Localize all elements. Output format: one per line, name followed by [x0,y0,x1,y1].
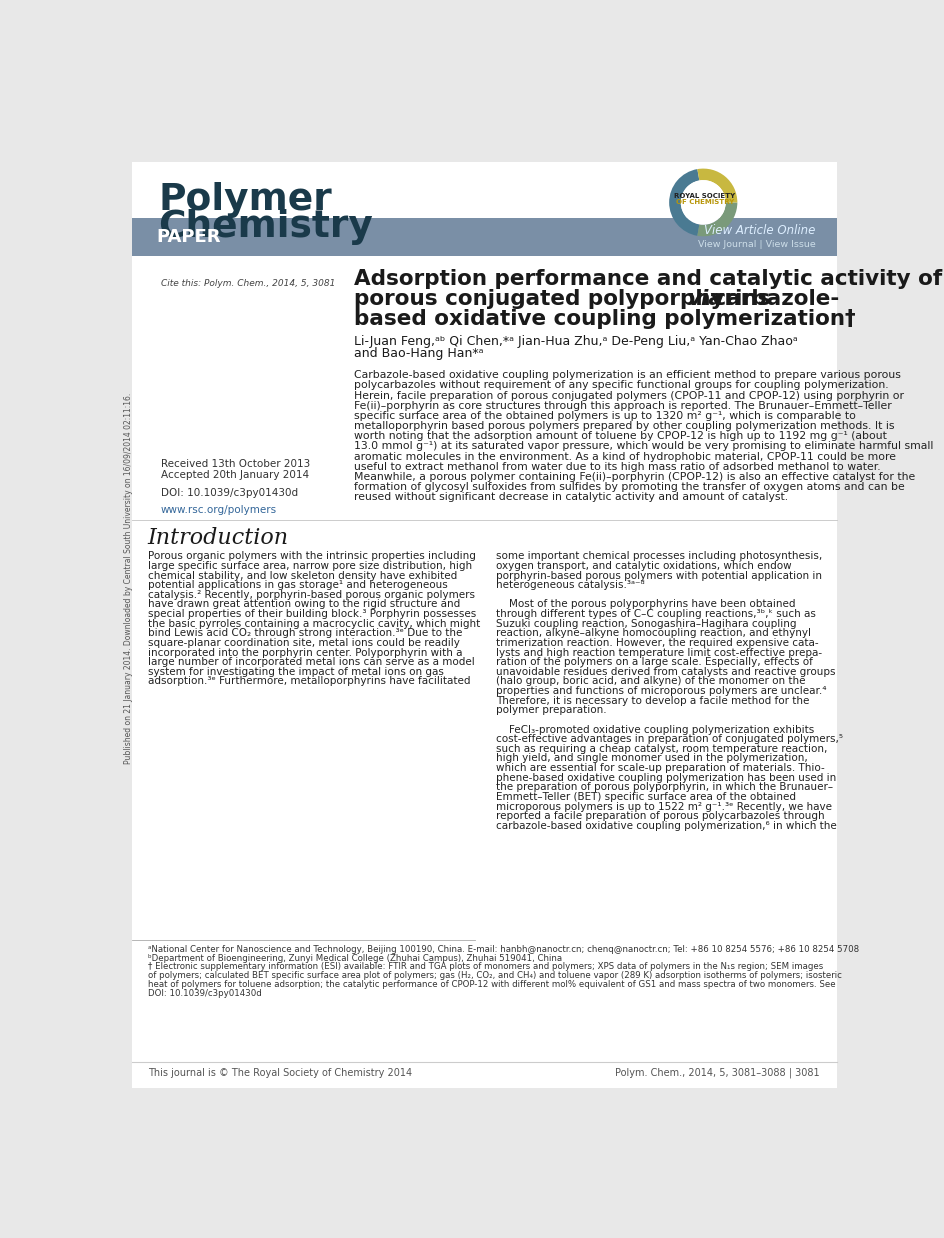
Text: FeCl₃-promoted oxidative coupling polymerization exhibits: FeCl₃-promoted oxidative coupling polyme… [496,724,814,734]
Text: Carbazole-based oxidative coupling polymerization is an efficient method to prep: Carbazole-based oxidative coupling polym… [354,370,901,380]
Text: properties and functions of microporous polymers are unclear.⁴: properties and functions of microporous … [496,686,826,696]
Text: Received 13th October 2013: Received 13th October 2013 [160,459,310,469]
Wedge shape [697,203,736,236]
Text: special properties of their building block.³ Porphyrin possesses: special properties of their building blo… [147,609,476,619]
Text: phene-based oxidative coupling polymerization has been used in: phene-based oxidative coupling polymeriz… [496,773,835,782]
Text: Polymer: Polymer [159,182,332,218]
Text: lysts and high reaction temperature limit cost-effective prepa-: lysts and high reaction temperature limi… [496,647,821,657]
Text: ᵇDepartment of Bioengineering, Zunyi Medical College (Zhuhai Campus), Zhuhai 519: ᵇDepartment of Bioengineering, Zunyi Med… [147,953,561,963]
Text: Emmett–Teller (BET) specific surface area of the obtained: Emmett–Teller (BET) specific surface are… [496,792,796,802]
Text: large number of incorporated metal ions can serve as a model: large number of incorporated metal ions … [147,657,474,667]
Text: system for investigating the impact of metal ions on gas: system for investigating the impact of m… [147,667,443,677]
Text: which are essential for scale-up preparation of materials. Thio-: which are essential for scale-up prepara… [496,763,824,773]
Text: 13.0 mmol g⁻¹) at its saturated vapor pressure, which would be very promising to: 13.0 mmol g⁻¹) at its saturated vapor pr… [354,442,933,452]
Text: worth noting that the adsorption amount of toluene by CPOP-12 is high up to 1192: worth noting that the adsorption amount … [354,431,886,441]
Text: Porous organic polymers with the intrinsic properties including: Porous organic polymers with the intrins… [147,551,475,561]
Text: and Bao-Hang Han*ᵃ: and Bao-Hang Han*ᵃ [354,347,483,360]
Text: (halo group, boric acid, and alkyne) of the monomer on the: (halo group, boric acid, and alkyne) of … [496,676,805,686]
Text: unavoidable residues derived from catalysts and reactive groups: unavoidable residues derived from cataly… [496,667,834,677]
Text: porphyrin-based porous polymers with potential application in: porphyrin-based porous polymers with pot… [496,571,821,581]
Text: reported a facile preparation of porous polycarbazoles through: reported a facile preparation of porous … [496,811,824,821]
Text: www.rsc.org/polymers: www.rsc.org/polymers [160,505,277,515]
Text: useful to extract methanol from water due to its high mass ratio of adsorbed met: useful to extract methanol from water du… [354,462,880,472]
Text: of polymers; calculated BET specific surface area plot of polymers; gas (H₂, CO₂: of polymers; calculated BET specific sur… [147,972,840,980]
Text: the preparation of porous polyporphyrin, in which the Brunauer–: the preparation of porous polyporphyrin,… [496,782,833,792]
Text: bind Lewis acid CO₂ through strong interaction.³ᵉ Due to the: bind Lewis acid CO₂ through strong inter… [147,628,462,639]
Wedge shape [668,170,699,235]
Text: specific surface area of the obtained polymers is up to 1320 m² g⁻¹, which is co: specific surface area of the obtained po… [354,411,855,421]
Text: reaction, alkyne–alkyne homocoupling reaction, and ethynyl: reaction, alkyne–alkyne homocoupling rea… [496,628,811,639]
Text: Most of the porous polyporphyrins have been obtained: Most of the porous polyporphyrins have b… [496,599,795,609]
Text: high yield, and single monomer used in the polymerization,: high yield, and single monomer used in t… [496,754,807,764]
Text: ration of the polymers on a large scale. Especially, effects of: ration of the polymers on a large scale.… [496,657,813,667]
Text: Polym. Chem., 2014, 5, 3081–3088 | 3081: Polym. Chem., 2014, 5, 3081–3088 | 3081 [615,1068,818,1078]
Text: aromatic molecules in the environment. As a kind of hydrophobic material, CPOP-1: aromatic molecules in the environment. A… [354,452,896,462]
Text: carbazole-based oxidative coupling polymerization,⁶ in which the: carbazole-based oxidative coupling polym… [496,821,836,831]
Text: metalloporphyrin based porous polymers prepared by other coupling polymerization: metalloporphyrin based porous polymers p… [354,421,894,431]
Text: OF CHEMISTRY: OF CHEMISTRY [675,198,733,204]
Text: DOI: 10.1039/c3py01430d: DOI: 10.1039/c3py01430d [160,488,297,498]
Text: such as requiring a cheap catalyst, room temperature reaction,: such as requiring a cheap catalyst, room… [496,744,827,754]
Text: Meanwhile, a porous polymer containing Fe(ii)–porphyrin (CPOP-12) is also an eff: Meanwhile, a porous polymer containing F… [354,472,915,482]
Text: polycarbazoles without requirement of any specific functional groups for couplin: polycarbazoles without requirement of an… [354,380,888,390]
Text: heat of polymers for toluene adsorption; the catalytic performance of CPOP-12 wi: heat of polymers for toluene adsorption;… [147,980,834,989]
Text: porous conjugated polyporphyrins: porous conjugated polyporphyrins [354,288,778,308]
Text: trimerization reaction. However, the required expensive cata-: trimerization reaction. However, the req… [496,638,818,647]
Text: formation of glycosyl sulfoxides from sulfides by promoting the transfer of oxyg: formation of glycosyl sulfoxides from su… [354,482,904,493]
Text: square-planar coordination site, metal ions could be readily: square-planar coordination site, metal i… [147,638,459,647]
Text: through different types of C–C coupling reactions,³ᵇ,ᵏ such as: through different types of C–C coupling … [496,609,816,619]
Text: catalysis.² Recently, porphyrin-based porous organic polymers: catalysis.² Recently, porphyrin-based po… [147,589,474,599]
Text: DOI: 10.1039/c3py01430d: DOI: 10.1039/c3py01430d [147,989,261,998]
Text: incorporated into the porphyrin center. Polyporphyrin with a: incorporated into the porphyrin center. … [147,647,462,657]
Text: Suzuki coupling reaction, Sonogashira–Hagihara coupling: Suzuki coupling reaction, Sonogashira–Ha… [496,619,796,629]
Text: potential applications in gas storage¹ and heterogeneous: potential applications in gas storage¹ a… [147,581,447,591]
Text: This journal is © The Royal Society of Chemistry 2014: This journal is © The Royal Society of C… [147,1068,412,1078]
Text: carbazole-: carbazole- [705,288,838,308]
Text: Li-Juan Feng,ᵃᵇ Qi Chen,*ᵃ Jian-Hua Zhu,ᵃ De-Peng Liu,ᵃ Yan-Chao Zhaoᵃ: Li-Juan Feng,ᵃᵇ Qi Chen,*ᵃ Jian-Hua Zhu,… [354,335,798,348]
Text: † Electronic supplementary information (ESI) available: FTIR and TGA plots of mo: † Electronic supplementary information (… [147,962,822,972]
Text: PAPER: PAPER [157,228,221,246]
Text: based oxidative coupling polymerization†: based oxidative coupling polymerization† [354,308,855,329]
Text: Introduction: Introduction [147,526,289,548]
Text: via: via [687,288,723,308]
FancyBboxPatch shape [132,218,835,256]
Text: chemical stability, and low skeleton density have exhibited: chemical stability, and low skeleton den… [147,571,456,581]
Text: Cite this: Polym. Chem., 2014, 5, 3081: Cite this: Polym. Chem., 2014, 5, 3081 [160,280,335,288]
Text: large specific surface area, narrow pore size distribution, high: large specific surface area, narrow pore… [147,561,471,571]
Text: oxygen transport, and catalytic oxidations, which endow: oxygen transport, and catalytic oxidatio… [496,561,791,571]
Text: cost-effective advantages in preparation of conjugated polymers,⁵: cost-effective advantages in preparation… [496,734,842,744]
Text: adsorption.³ᵉ Furthermore, metalloporphyrins have facilitated: adsorption.³ᵉ Furthermore, metalloporphy… [147,676,469,686]
Text: Accepted 20th January 2014: Accepted 20th January 2014 [160,470,309,480]
Text: Herein, facile preparation of porous conjugated polymers (CPOP-11 and CPOP-12) u: Herein, facile preparation of porous con… [354,391,903,401]
Text: ᵃNational Center for Nanoscience and Technology, Beijing 100190, China. E-mail: : ᵃNational Center for Nanoscience and Tec… [147,945,858,953]
Text: Chemistry: Chemistry [159,209,373,245]
Text: Published on 21 January 2014. Downloaded by Central South University on 16/09/20: Published on 21 January 2014. Downloaded… [124,392,132,764]
Text: some important chemical processes including photosynthesis,: some important chemical processes includ… [496,551,821,561]
Text: Therefore, it is necessary to develop a facile method for the: Therefore, it is necessary to develop a … [496,696,809,706]
Wedge shape [697,168,736,203]
Text: microporous polymers is up to 1522 m² g⁻¹.³ᵉ Recently, we have: microporous polymers is up to 1522 m² g⁻… [496,801,832,812]
Text: Adsorption performance and catalytic activity of: Adsorption performance and catalytic act… [354,269,942,288]
Text: the basic pyrroles containing a macrocyclic cavity, which might: the basic pyrroles containing a macrocyc… [147,619,480,629]
Text: polymer preparation.: polymer preparation. [496,706,606,716]
Text: have drawn great attention owing to the rigid structure and: have drawn great attention owing to the … [147,599,460,609]
Text: ROYAL SOCIETY: ROYAL SOCIETY [673,193,734,199]
Circle shape [680,181,725,225]
Text: reused without significant decrease in catalytic activity and amount of catalyst: reused without significant decrease in c… [354,493,788,503]
Text: Fe(ii)–porphyrin as core structures through this approach is reported. The Bruna: Fe(ii)–porphyrin as core structures thro… [354,401,891,411]
FancyBboxPatch shape [132,162,835,1088]
Text: View Article Online: View Article Online [703,224,815,236]
Text: View Journal | View Issue: View Journal | View Issue [697,240,815,249]
Text: heterogeneous catalysis.³ᵃ⁻ᵈ: heterogeneous catalysis.³ᵃ⁻ᵈ [496,581,645,591]
